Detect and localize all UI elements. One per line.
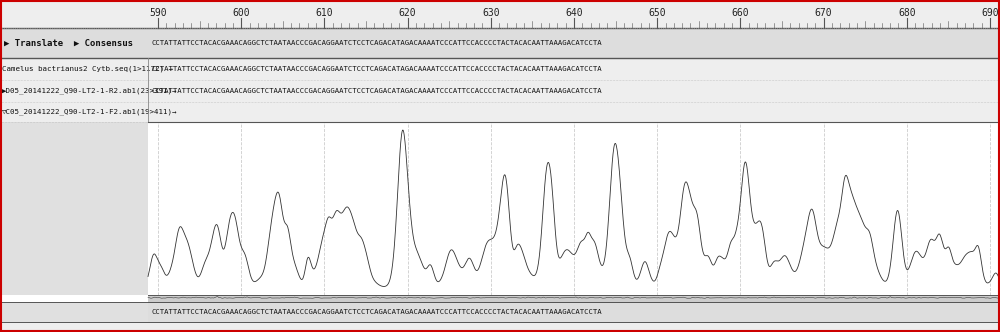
Bar: [0, 302, 148, 322]
Bar: [148, 302, 1000, 322]
Text: 630: 630: [482, 8, 500, 18]
Text: ▶ Translate  ▶ Consensus: ▶ Translate ▶ Consensus: [4, 39, 133, 47]
Text: CCTATTATTCCTACACGAAACAGGCTCTAATAACCCGACAGGAATCTCCTCAGACATAGACAAAATCCCATTCCACCCCT: CCTATTATTCCTACACGAAACAGGCTCTAATAACCCGACA…: [152, 88, 603, 94]
Bar: [0, 28, 1000, 58]
Text: ▶D05_20141222_Q90-LT2-1-R2.ab1(23>391)→: ▶D05_20141222_Q90-LT2-1-R2.ab1(23>391)→: [2, 88, 178, 94]
Text: ▽C05_20141222_Q90-LT2-1-F2.ab1(19>411)→: ▽C05_20141222_Q90-LT2-1-F2.ab1(19>411)→: [2, 109, 178, 115]
Bar: [0, 58, 1000, 122]
Bar: [148, 122, 1000, 295]
Text: 690: 690: [981, 8, 999, 18]
Bar: [0, 122, 148, 295]
Text: CCTATTATTCCTACACGAAACAGGCTCTAATAACCCGACAGGAATCTCCTCAGACATAGACAAAATCCCATTCCACCCCT: CCTATTATTCCTACACGAAACAGGCTCTAATAACCCGACA…: [152, 40, 603, 46]
Bar: [0, 0, 1000, 28]
Text: 640: 640: [565, 8, 583, 18]
Bar: [148, 295, 1000, 302]
Text: CCTATTATTCCTACACGAAACAGGCTCTAATAACCCGACAGGAATCTCCTCAGACATAGACAAAATCCCATTCCACCCCT: CCTATTATTCCTACACGAAACAGGCTCTAATAACCCGACA…: [152, 309, 603, 315]
Text: 590: 590: [149, 8, 167, 18]
Text: 620: 620: [399, 8, 416, 18]
Text: 680: 680: [898, 8, 916, 18]
Text: CCTATTATTCCTACACGAAACAGGCTCTAATAACCCGACAGGAATCTCCTCAGACATAGACAAAATCCCATTCCACCCCT: CCTATTATTCCTACACGAAACAGGCTCTAATAACCCGACA…: [152, 66, 603, 72]
Bar: [0, 322, 1000, 332]
Text: 610: 610: [316, 8, 333, 18]
Text: 670: 670: [815, 8, 832, 18]
Text: 650: 650: [648, 8, 666, 18]
Text: 600: 600: [232, 8, 250, 18]
Text: Camelus bactrianus2 Cytb.seq(1>1172) →: Camelus bactrianus2 Cytb.seq(1>1172) →: [2, 66, 173, 72]
Text: 660: 660: [732, 8, 749, 18]
